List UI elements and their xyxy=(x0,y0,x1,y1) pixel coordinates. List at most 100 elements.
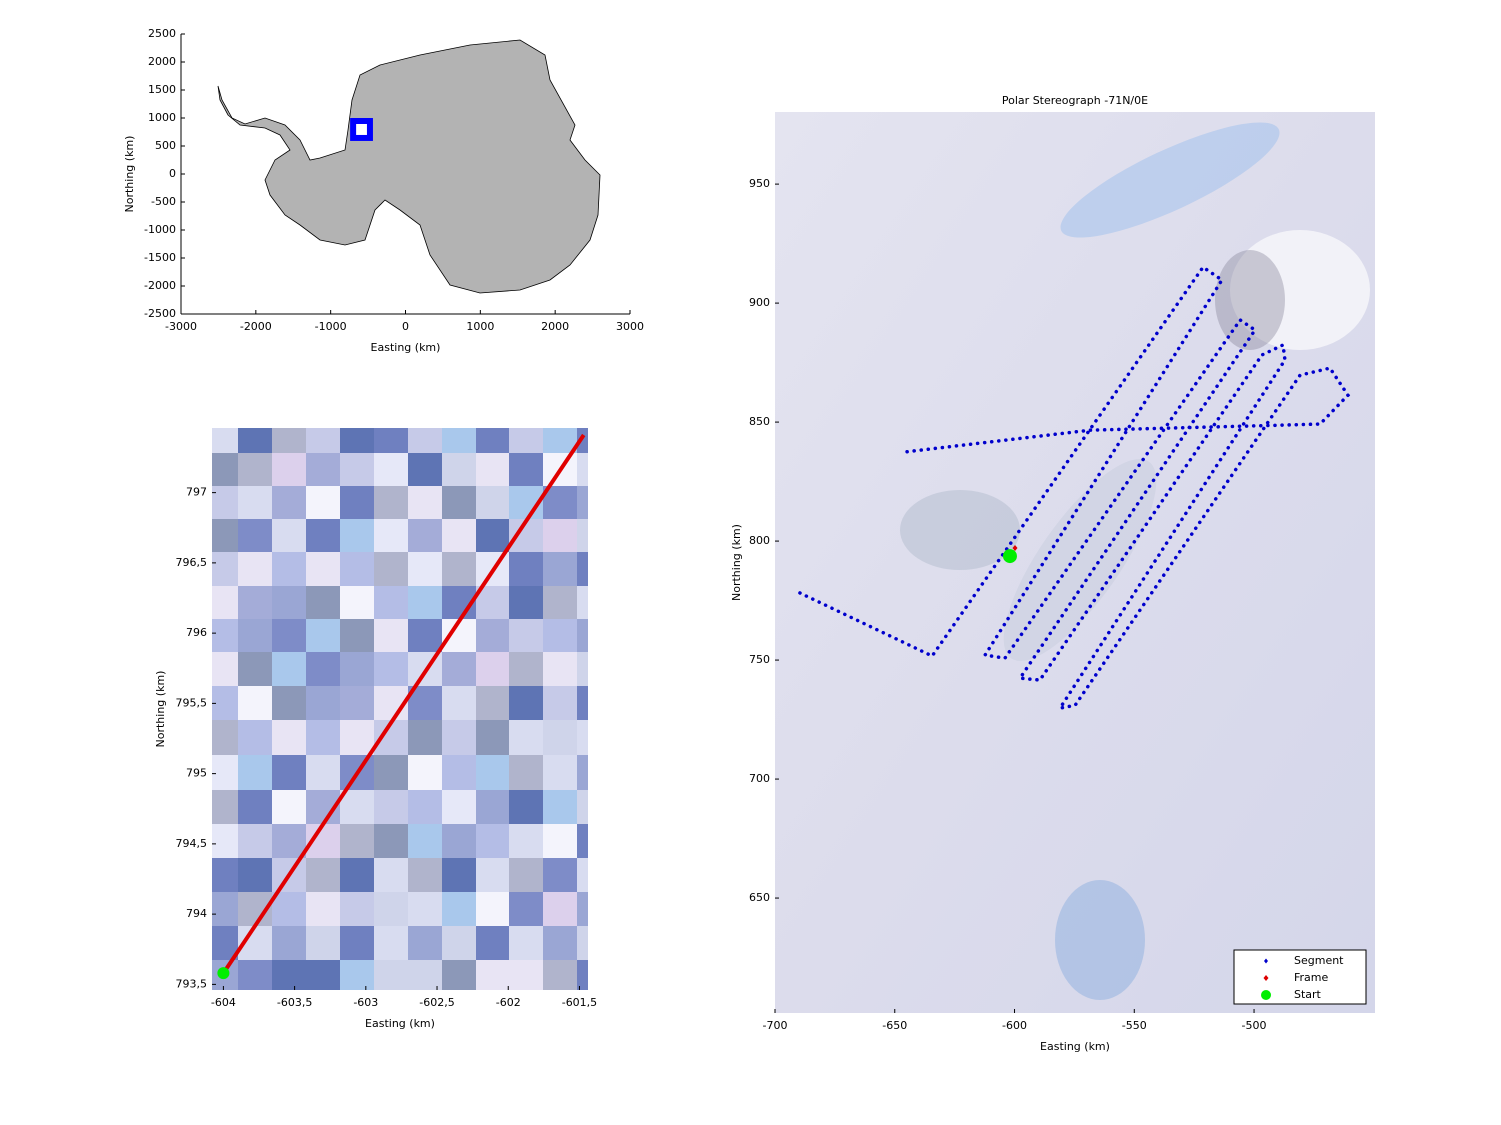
y-tick-label: -2500 xyxy=(144,307,176,320)
image-tile xyxy=(212,720,238,755)
image-tile xyxy=(577,652,588,686)
image-tile xyxy=(577,858,588,892)
y-tick-label: 950 xyxy=(749,177,770,190)
image-tile xyxy=(408,453,442,486)
image-tile xyxy=(238,720,272,755)
image-tile xyxy=(509,586,543,619)
image-tile xyxy=(408,892,442,926)
image-tile xyxy=(476,790,509,824)
image-tile xyxy=(476,892,509,926)
image-tile xyxy=(272,755,306,790)
image-tile xyxy=(340,619,374,652)
legend-box xyxy=(1233,949,1367,1005)
image-tile xyxy=(577,519,588,552)
image-tile xyxy=(509,824,543,858)
image-tile xyxy=(306,453,340,486)
image-tile xyxy=(340,824,374,858)
image-tile xyxy=(509,755,543,790)
x-tick-label: -1000 xyxy=(315,320,347,333)
image-tile xyxy=(476,486,509,519)
image-tile xyxy=(509,790,543,824)
image-tile xyxy=(509,926,543,960)
image-tile xyxy=(408,428,442,453)
x-axis-label: Easting (km) xyxy=(1040,1040,1110,1053)
image-tile xyxy=(306,858,340,892)
image-tile xyxy=(306,892,340,926)
tiles xyxy=(212,428,588,990)
image-tile xyxy=(238,652,272,686)
image-tile xyxy=(374,755,408,790)
y-tick-label: 1500 xyxy=(148,83,176,96)
image-tile xyxy=(340,960,374,990)
image-tile xyxy=(408,486,442,519)
image-tile xyxy=(543,686,577,720)
image-tile xyxy=(442,892,476,926)
image-tile xyxy=(577,960,588,990)
x-tick-label: -3000 xyxy=(165,320,197,333)
image-tile xyxy=(442,686,476,720)
image-tile xyxy=(408,790,442,824)
image-tile xyxy=(306,755,340,790)
x-tick-label: -602 xyxy=(496,996,521,1009)
image-tile xyxy=(476,755,509,790)
image-tile xyxy=(543,858,577,892)
image-tile xyxy=(340,926,374,960)
x-tick-label: -2000 xyxy=(240,320,272,333)
image-tile xyxy=(238,858,272,892)
image-tile xyxy=(212,824,238,858)
y-tick-label: 900 xyxy=(749,296,770,309)
image-tile xyxy=(340,428,374,453)
image-tile xyxy=(272,686,306,720)
image-tile xyxy=(306,960,340,990)
image-tile xyxy=(577,686,588,720)
image-tile xyxy=(577,552,588,586)
image-tile xyxy=(272,790,306,824)
image-tile xyxy=(238,790,272,824)
image-tile xyxy=(509,892,543,926)
image-tile xyxy=(509,720,543,755)
image-tile xyxy=(476,428,509,453)
image-tile xyxy=(442,453,476,486)
image-tile xyxy=(442,824,476,858)
image-tile xyxy=(476,720,509,755)
image-tile xyxy=(543,519,577,552)
image-tile xyxy=(442,790,476,824)
image-tile xyxy=(577,720,588,755)
image-tile xyxy=(509,652,543,686)
image-tile xyxy=(306,486,340,519)
legend-label: Start xyxy=(1294,988,1322,1001)
y-tick-label: 796 xyxy=(186,626,207,639)
y-tick-label: 795 xyxy=(186,767,207,780)
track-line xyxy=(221,433,586,975)
image-tile xyxy=(442,486,476,519)
image-tile xyxy=(543,586,577,619)
image-tile xyxy=(306,652,340,686)
image-tile xyxy=(212,790,238,824)
image-tile xyxy=(374,960,408,990)
x-tick-label: -604 xyxy=(211,996,236,1009)
y-tick-label: 793,5 xyxy=(176,977,208,990)
image-tile xyxy=(340,486,374,519)
image-tile xyxy=(442,720,476,755)
image-tile xyxy=(306,428,340,453)
image-tile xyxy=(238,824,272,858)
image-feature xyxy=(1055,880,1145,1000)
legend-label: Segment xyxy=(1294,954,1344,967)
image-tile xyxy=(374,652,408,686)
image-tile xyxy=(238,552,272,586)
y-tick-label: 797 xyxy=(186,486,207,499)
image-tile xyxy=(306,686,340,720)
image-tile xyxy=(306,552,340,586)
image-tile xyxy=(543,790,577,824)
image-tile xyxy=(238,428,272,453)
image-tile xyxy=(272,824,306,858)
image-tile xyxy=(476,824,509,858)
image-tile xyxy=(272,552,306,586)
image-tile xyxy=(442,652,476,686)
image-tile xyxy=(577,586,588,619)
image-tile xyxy=(212,652,238,686)
image-tile xyxy=(340,652,374,686)
image-tile xyxy=(212,428,238,453)
image-tile xyxy=(543,824,577,858)
image-tile xyxy=(212,552,238,586)
